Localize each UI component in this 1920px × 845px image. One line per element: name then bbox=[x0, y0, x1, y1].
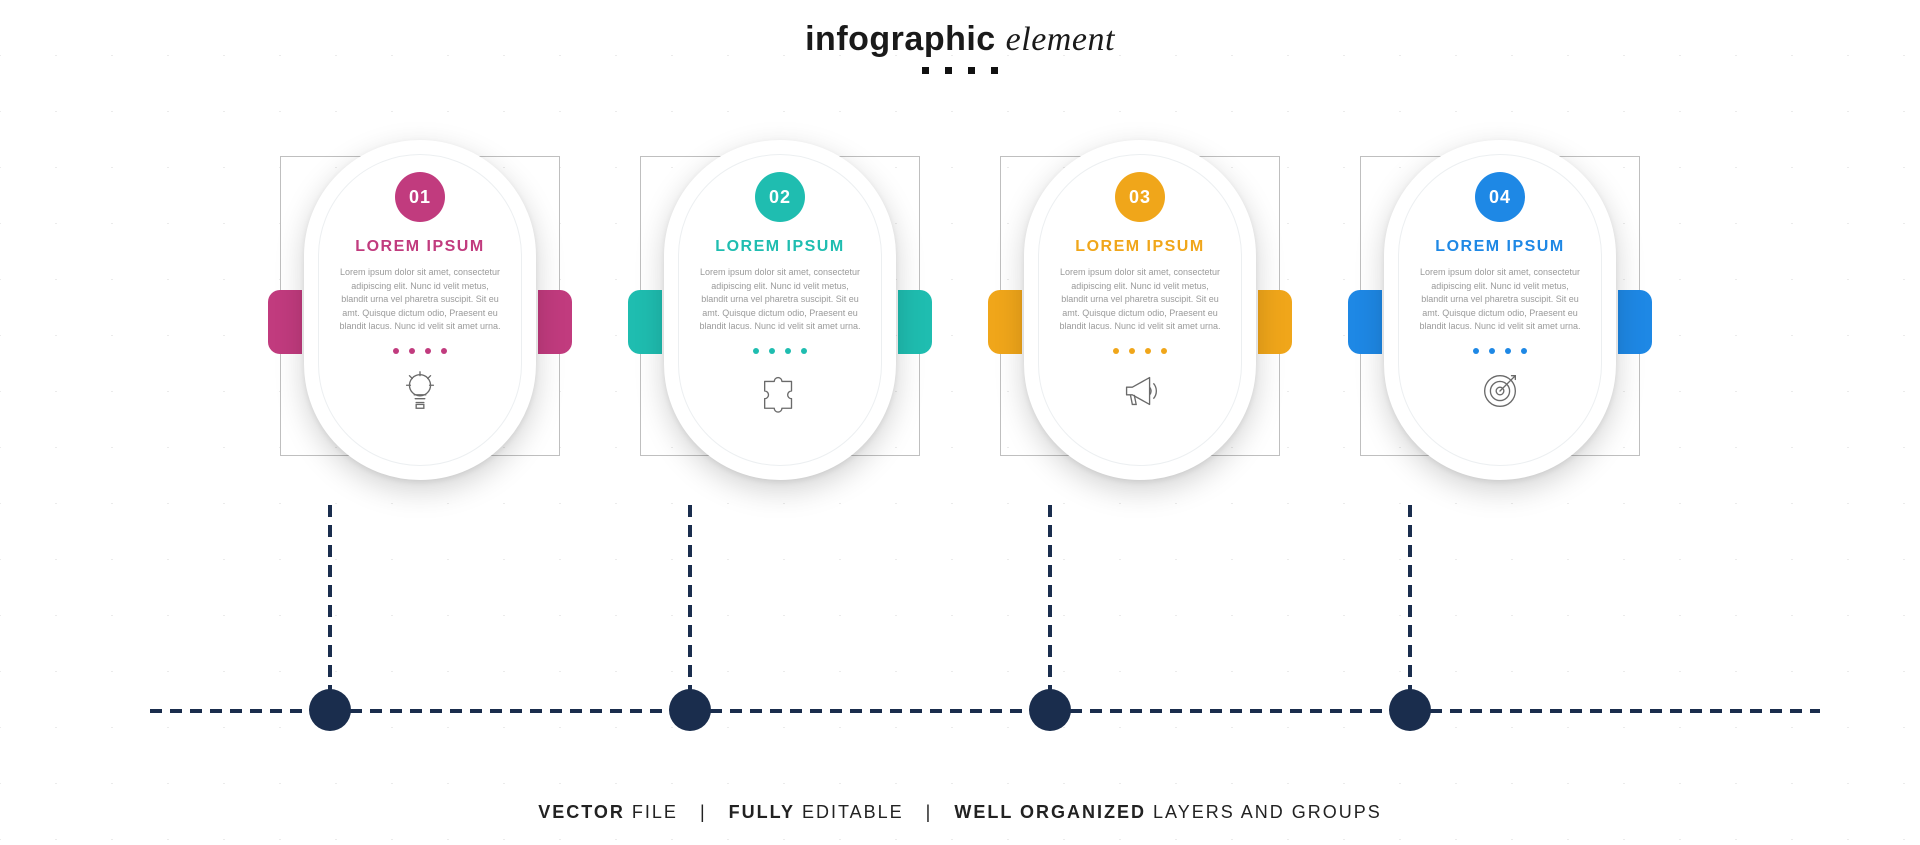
timeline-line bbox=[150, 709, 1820, 713]
card-pill: 02 LOREM IPSUM Lorem ipsum dolor sit ame… bbox=[664, 140, 896, 480]
card-pill: 03 LOREM IPSUM Lorem ipsum dolor sit ame… bbox=[1024, 140, 1256, 480]
card-dots bbox=[753, 348, 807, 354]
dot bbox=[1473, 348, 1479, 354]
dot bbox=[991, 67, 998, 74]
card-dots bbox=[393, 348, 447, 354]
puzzle-icon bbox=[757, 368, 803, 414]
footer-bold: VECTOR bbox=[538, 802, 625, 822]
card-pill: 01 LOREM IPSUM Lorem ipsum dolor sit ame… bbox=[304, 140, 536, 480]
dot bbox=[945, 67, 952, 74]
step-number-badge: 03 bbox=[1115, 172, 1165, 222]
timeline-connector bbox=[688, 505, 692, 709]
card-dots bbox=[1113, 348, 1167, 354]
card-title: LOREM IPSUM bbox=[355, 238, 484, 256]
accent-tab-left bbox=[268, 290, 302, 354]
timeline-node bbox=[1389, 689, 1431, 731]
timeline-node bbox=[309, 689, 351, 731]
dot bbox=[441, 348, 447, 354]
title-bold: infographic bbox=[805, 20, 996, 58]
accent-tab-left bbox=[628, 290, 662, 354]
dot bbox=[1505, 348, 1511, 354]
step-number-badge: 02 bbox=[755, 172, 805, 222]
dot bbox=[1113, 348, 1119, 354]
step-card-04: 04 LOREM IPSUM Lorem ipsum dolor sit ame… bbox=[1360, 140, 1640, 500]
card-title: LOREM IPSUM bbox=[1075, 238, 1204, 256]
dot bbox=[769, 348, 775, 354]
dot bbox=[425, 348, 431, 354]
dot bbox=[785, 348, 791, 354]
card-title: LOREM IPSUM bbox=[715, 238, 844, 256]
lightbulb-icon bbox=[397, 368, 443, 414]
timeline-connector bbox=[1408, 505, 1412, 709]
dot bbox=[801, 348, 807, 354]
cards-row: 01 LOREM IPSUM Lorem ipsum dolor sit ame… bbox=[0, 140, 1920, 520]
card-dots bbox=[1473, 348, 1527, 354]
card-body: Lorem ipsum dolor sit amet, consectetur … bbox=[698, 266, 862, 334]
page-title: infographic element bbox=[0, 20, 1920, 59]
timeline-connector bbox=[1048, 505, 1052, 709]
header: infographic element bbox=[0, 20, 1920, 74]
footer-separator: | bbox=[926, 802, 933, 822]
dot bbox=[1489, 348, 1495, 354]
step-number-badge: 04 bbox=[1475, 172, 1525, 222]
step-number: 02 bbox=[769, 187, 791, 208]
accent-tab-right bbox=[538, 290, 572, 354]
timeline-node bbox=[1029, 689, 1071, 731]
card-pill: 04 LOREM IPSUM Lorem ipsum dolor sit ame… bbox=[1384, 140, 1616, 480]
step-number: 03 bbox=[1129, 187, 1151, 208]
step-number-badge: 01 bbox=[395, 172, 445, 222]
footer: VECTOR FILE | FULLY EDITABLE | WELL ORGANIZE… bbox=[0, 802, 1920, 823]
dot bbox=[1145, 348, 1151, 354]
dot bbox=[393, 348, 399, 354]
timeline-node bbox=[669, 689, 711, 731]
footer-light: EDITABLE bbox=[795, 802, 904, 822]
dot bbox=[753, 348, 759, 354]
accent-tab-left bbox=[1348, 290, 1382, 354]
infographic-stage: infographic element 01 LOREM IPSUM Lorem… bbox=[0, 0, 1920, 845]
dot bbox=[1129, 348, 1135, 354]
dot bbox=[1161, 348, 1167, 354]
footer-bold: WELL ORGANIZED bbox=[954, 802, 1146, 822]
timeline bbox=[0, 685, 1920, 735]
step-card-03: 03 LOREM IPSUM Lorem ipsum dolor sit ame… bbox=[1000, 140, 1280, 500]
step-card-02: 02 LOREM IPSUM Lorem ipsum dolor sit ame… bbox=[640, 140, 920, 500]
megaphone-icon bbox=[1117, 368, 1163, 414]
dot bbox=[1521, 348, 1527, 354]
title-italic: element bbox=[1006, 21, 1115, 58]
card-title: LOREM IPSUM bbox=[1435, 238, 1564, 256]
timeline-connector bbox=[328, 505, 332, 709]
accent-tab-left bbox=[988, 290, 1022, 354]
step-card-01: 01 LOREM IPSUM Lorem ipsum dolor sit ame… bbox=[280, 140, 560, 500]
dot bbox=[409, 348, 415, 354]
footer-light: FILE bbox=[625, 802, 678, 822]
accent-tab-right bbox=[1258, 290, 1292, 354]
card-body: Lorem ipsum dolor sit amet, consectetur … bbox=[1058, 266, 1222, 334]
target-icon bbox=[1477, 368, 1523, 414]
accent-tab-right bbox=[1618, 290, 1652, 354]
dot bbox=[922, 67, 929, 74]
footer-light: LAYERS AND GROUPS bbox=[1146, 802, 1382, 822]
header-dots bbox=[0, 67, 1920, 74]
footer-bold: FULLY bbox=[729, 802, 795, 822]
footer-separator: | bbox=[700, 802, 707, 822]
accent-tab-right bbox=[898, 290, 932, 354]
card-body: Lorem ipsum dolor sit amet, consectetur … bbox=[1418, 266, 1582, 334]
card-body: Lorem ipsum dolor sit amet, consectetur … bbox=[338, 266, 502, 334]
dot bbox=[968, 67, 975, 74]
step-number: 04 bbox=[1489, 187, 1511, 208]
step-number: 01 bbox=[409, 187, 431, 208]
